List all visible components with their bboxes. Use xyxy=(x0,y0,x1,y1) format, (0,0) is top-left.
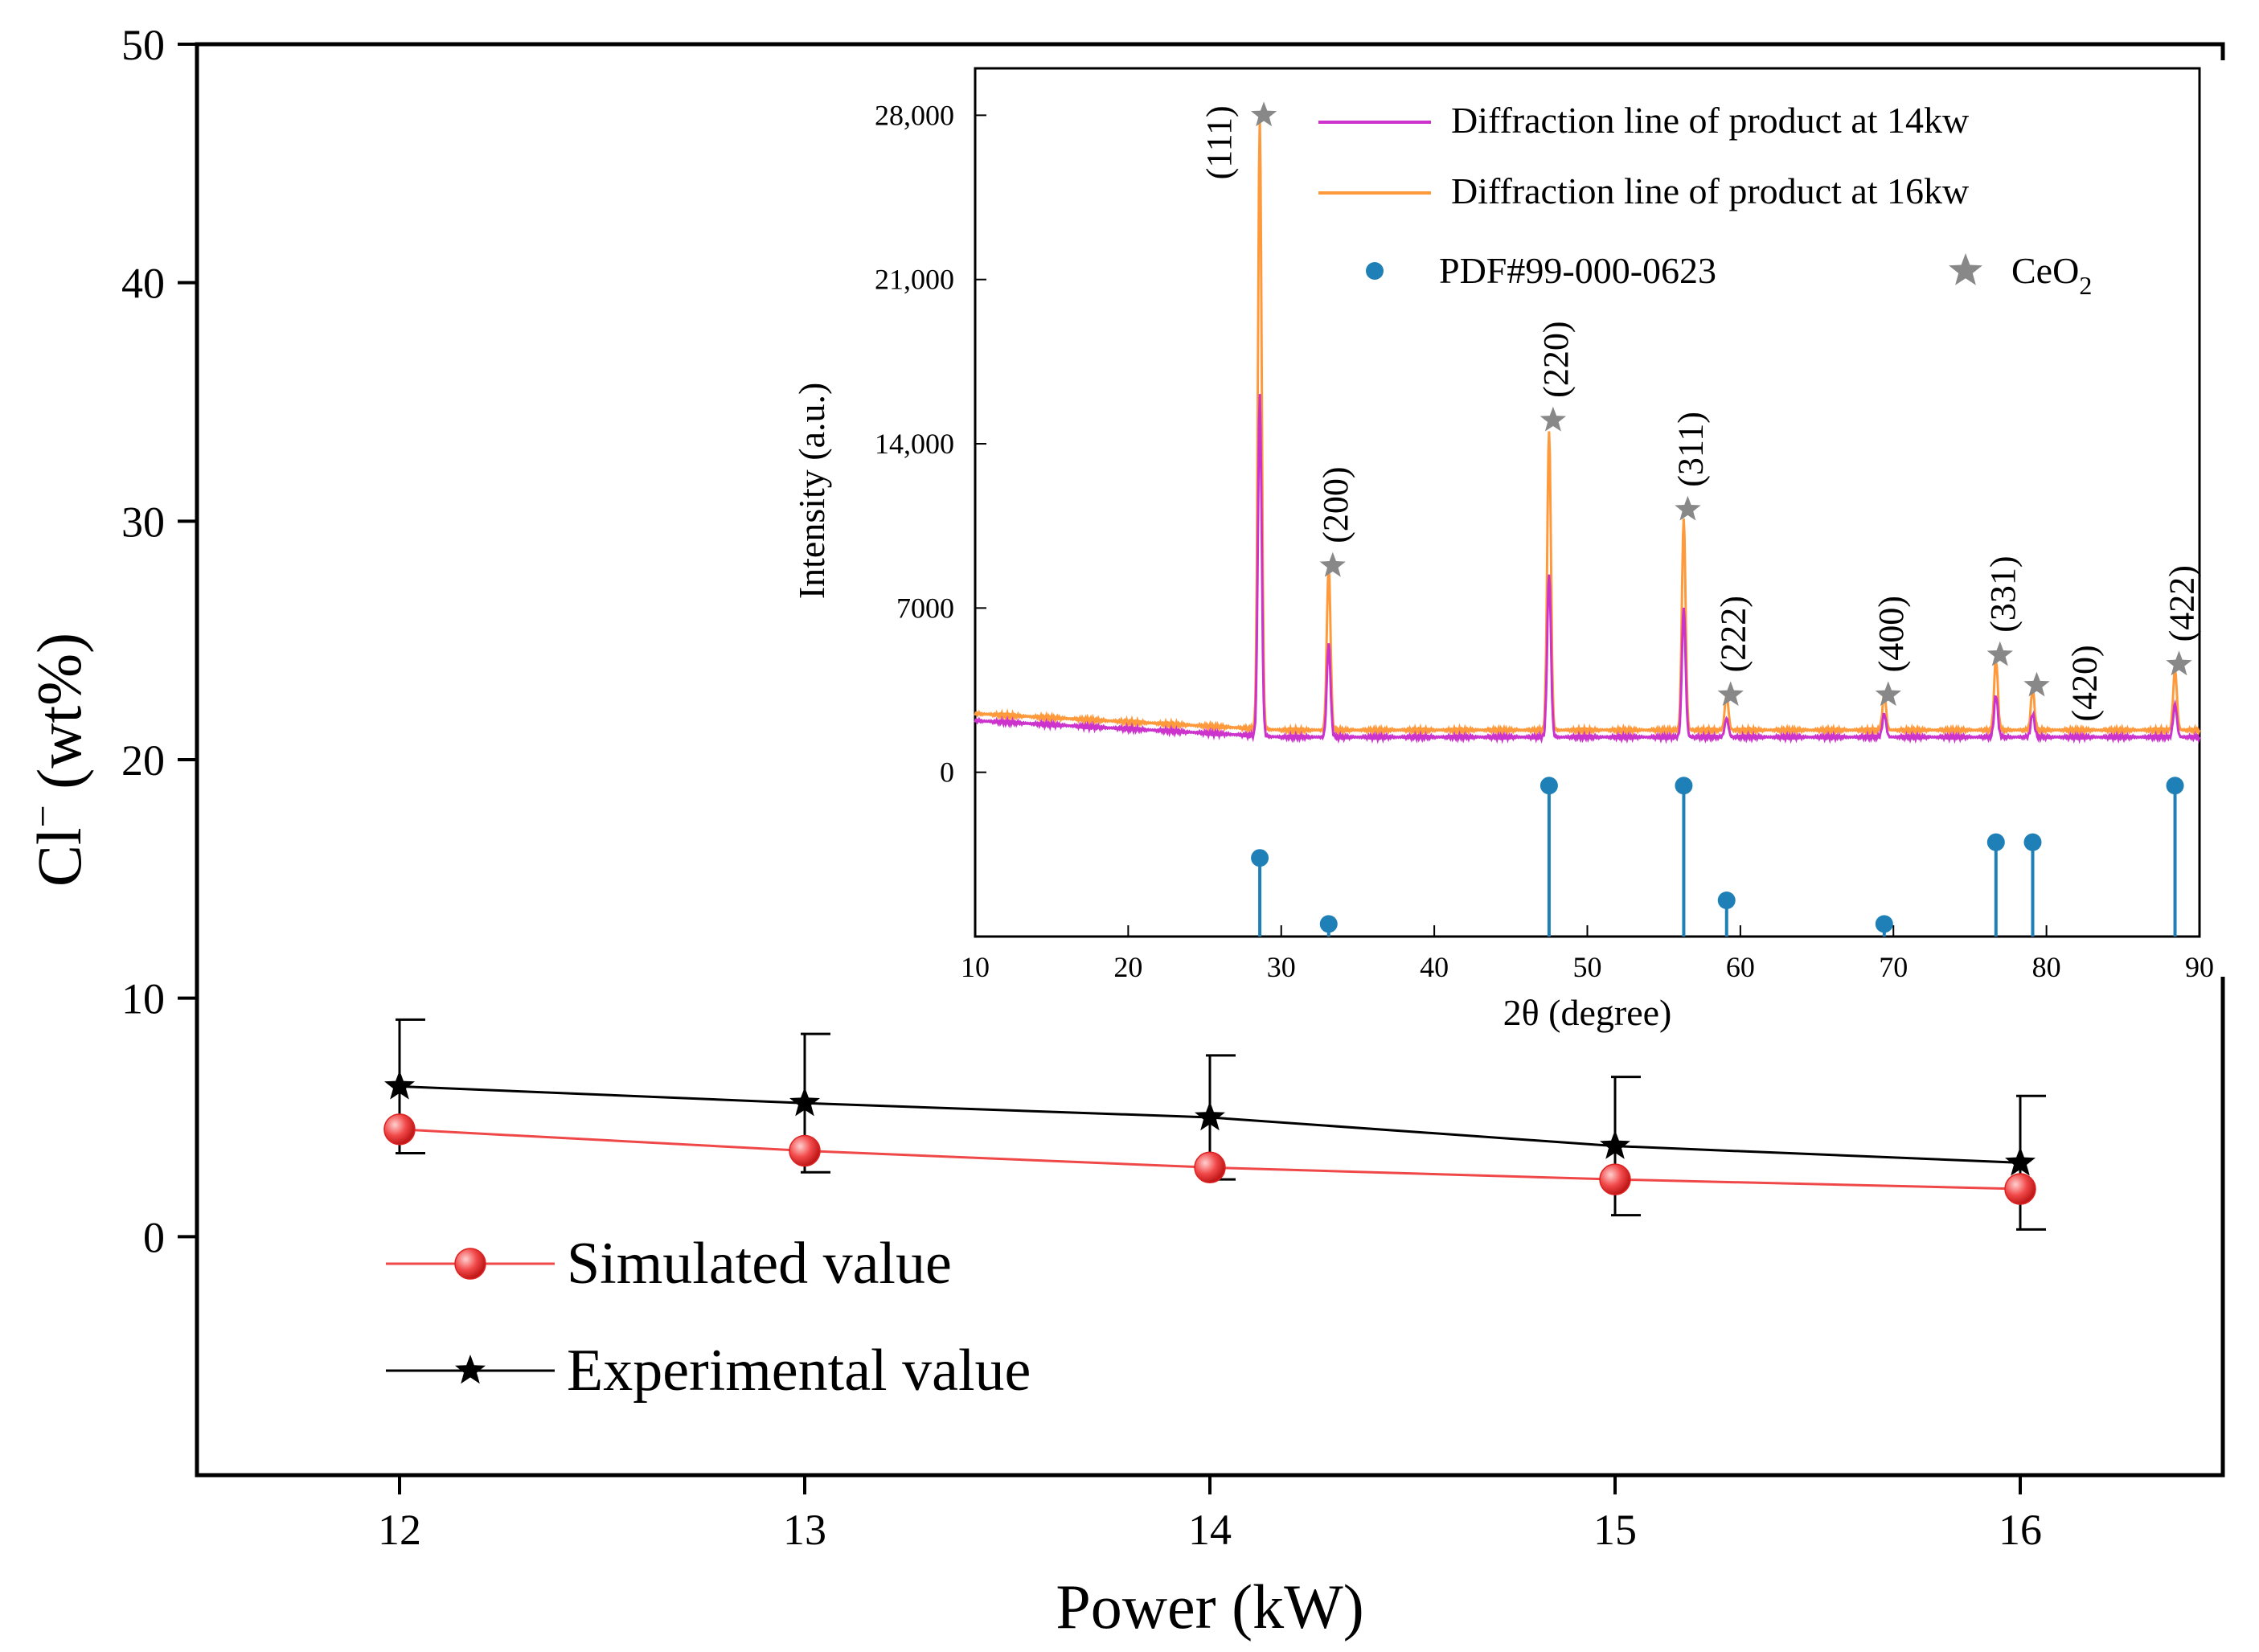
legend-marker-ceo2 xyxy=(1949,253,1982,285)
inset-xrd-chart: 10 20 30 40 50 60 70 80 90 0 7000 14,000 21,000 28,00… xyxy=(791,60,2232,1033)
y-tick-label: 50 xyxy=(121,21,165,69)
legend-label-14kw: Diffraction line of product at 14kw xyxy=(1451,100,1970,141)
ceo2-star xyxy=(1250,101,1277,127)
experimental-point xyxy=(384,1070,415,1100)
ceo2-star xyxy=(1675,495,1701,521)
simulated-point xyxy=(383,1113,416,1146)
legend-marker-pdf xyxy=(1366,262,1384,280)
x-tick-label: 13 xyxy=(783,1506,826,1554)
pdf-stick-marker xyxy=(1875,915,1893,933)
inset-y-tick-label: 28,000 xyxy=(875,99,954,131)
x-tick-label: 12 xyxy=(378,1506,421,1554)
legend-marker-simulated xyxy=(454,1248,486,1280)
ceo2-star xyxy=(1717,681,1744,707)
ceo2-star xyxy=(1875,681,1901,707)
inset-y-tick-label: 21,000 xyxy=(875,264,954,296)
legend-label-ceo2-sub: 2 xyxy=(2079,271,2092,300)
ceo2-star xyxy=(2023,671,2050,697)
inset-x-tick-label: 70 xyxy=(1879,951,1908,983)
x-tick-label: 15 xyxy=(1593,1506,1637,1554)
y-axis-label-rest: (wt%) xyxy=(24,633,94,805)
x-tick-label: 14 xyxy=(1188,1506,1232,1554)
hkl-label: (400) xyxy=(1872,596,1911,672)
legend-label-ceo2: CeO2 xyxy=(2011,250,2092,300)
pdf-stick-marker xyxy=(1319,915,1338,933)
hkl-label: (220) xyxy=(1536,322,1576,398)
inset-x-tick-label: 10 xyxy=(961,951,990,983)
legend-label-ceo2-main: CeO xyxy=(2011,250,2079,291)
inset-x-tick-label: 20 xyxy=(1113,951,1142,983)
pdf-stick-marker xyxy=(2166,777,2184,795)
simulated-point xyxy=(1194,1151,1226,1184)
hkl-label: (200) xyxy=(1316,466,1355,543)
hkl-label: (311) xyxy=(1671,412,1710,487)
simulated-point xyxy=(1599,1163,1631,1195)
x-tick-label: 16 xyxy=(1999,1506,2042,1554)
y-tick-label: 30 xyxy=(121,498,165,546)
experimental-point xyxy=(789,1087,820,1117)
pdf-stick-marker xyxy=(1251,849,1269,867)
legend-label-16kw: Diffraction line of product at 16kw xyxy=(1451,170,1970,211)
simulated-point xyxy=(789,1134,821,1167)
inset-y-tick-label: 0 xyxy=(940,756,954,789)
hkl-label: (222) xyxy=(1714,596,1753,672)
legend-marker-experimental xyxy=(455,1355,486,1384)
inset-x-tick-label: 50 xyxy=(1573,951,1602,983)
x-axis-label: Power (kW) xyxy=(1056,1572,1363,1642)
trace-14kw xyxy=(974,394,2201,744)
y-axis-label-sup: − xyxy=(20,805,65,827)
inset-x-tick-label: 40 xyxy=(1420,951,1449,983)
pdf-stick-marker xyxy=(1675,777,1693,795)
simulated-point xyxy=(2004,1173,2036,1205)
experimental-point xyxy=(1195,1101,1225,1131)
pdf-stick-marker xyxy=(2023,833,2042,851)
ceo2-star xyxy=(1539,406,1567,432)
inset-x-tick-label: 80 xyxy=(2032,951,2061,983)
legend-label-pdf: PDF#99-000-0623 xyxy=(1439,250,1716,291)
y-tick-label: 0 xyxy=(143,1213,165,1261)
hkl-label: (422) xyxy=(2163,565,2202,642)
inset-x-tick-label: 30 xyxy=(1267,951,1296,983)
pdf-stick-marker xyxy=(1539,777,1558,795)
pdf-stick-marker xyxy=(1986,833,2005,851)
inset-x-tick-label: 90 xyxy=(2185,951,2214,983)
experimental-point xyxy=(2005,1146,2036,1176)
inset-x-tick-label: 60 xyxy=(1726,951,1755,983)
y-tick-label: 10 xyxy=(121,975,165,1023)
pdf-stick-marker xyxy=(1717,892,1736,910)
experimental-point xyxy=(1600,1129,1630,1159)
inset-background xyxy=(959,60,2232,977)
inset-y-axis-label: Intensity (a.u.) xyxy=(791,383,832,600)
hkl-label: (111) xyxy=(1199,105,1239,179)
inset-y-tick-label: 7000 xyxy=(896,592,954,624)
y-tick-label: 40 xyxy=(121,260,165,308)
inset-y-tick-label: 14,000 xyxy=(875,428,954,460)
y-axis-label: Cl− (wt%) xyxy=(20,633,94,887)
ceo2-star xyxy=(2166,650,2192,676)
legend-label-experimental: Experimental value xyxy=(567,1338,1031,1404)
y-tick-label: 20 xyxy=(121,736,165,785)
hkl-label: (331) xyxy=(1983,555,2023,632)
legend-label-simulated: Simulated value xyxy=(567,1231,952,1297)
inset-x-axis-label: 2θ (degree) xyxy=(1503,992,1672,1033)
y-axis-label-main: Cl xyxy=(24,827,94,887)
hkl-label: (420) xyxy=(2064,645,2104,721)
ceo2-star xyxy=(1319,551,1346,577)
ceo2-star xyxy=(1986,641,2013,666)
